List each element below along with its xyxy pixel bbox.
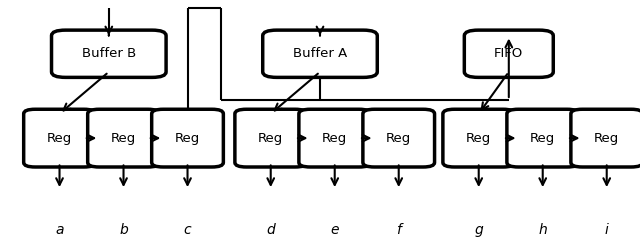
FancyBboxPatch shape [262, 30, 378, 78]
Text: e: e [330, 223, 339, 237]
FancyBboxPatch shape [571, 109, 640, 167]
FancyBboxPatch shape [88, 109, 159, 167]
Text: Buffer B: Buffer B [82, 47, 136, 60]
Text: f: f [396, 223, 401, 237]
Text: d: d [266, 223, 275, 237]
Text: Reg: Reg [175, 132, 200, 144]
Text: h: h [538, 223, 547, 237]
Text: Buffer A: Buffer A [293, 47, 347, 60]
Text: Reg: Reg [386, 132, 412, 144]
FancyBboxPatch shape [235, 109, 307, 167]
FancyBboxPatch shape [465, 30, 553, 78]
FancyBboxPatch shape [299, 109, 371, 167]
Text: Reg: Reg [466, 132, 492, 144]
Text: Reg: Reg [258, 132, 284, 144]
Text: FIFO: FIFO [494, 47, 524, 60]
FancyBboxPatch shape [443, 109, 515, 167]
Text: g: g [474, 223, 483, 237]
Text: c: c [184, 223, 191, 237]
Text: a: a [55, 223, 64, 237]
FancyBboxPatch shape [507, 109, 579, 167]
Text: Reg: Reg [530, 132, 556, 144]
Text: Reg: Reg [111, 132, 136, 144]
FancyBboxPatch shape [52, 30, 166, 78]
FancyBboxPatch shape [152, 109, 223, 167]
Text: Reg: Reg [322, 132, 348, 144]
FancyBboxPatch shape [363, 109, 435, 167]
Text: b: b [119, 223, 128, 237]
Text: Reg: Reg [594, 132, 620, 144]
Text: i: i [605, 223, 609, 237]
FancyBboxPatch shape [24, 109, 95, 167]
Text: Reg: Reg [47, 132, 72, 144]
